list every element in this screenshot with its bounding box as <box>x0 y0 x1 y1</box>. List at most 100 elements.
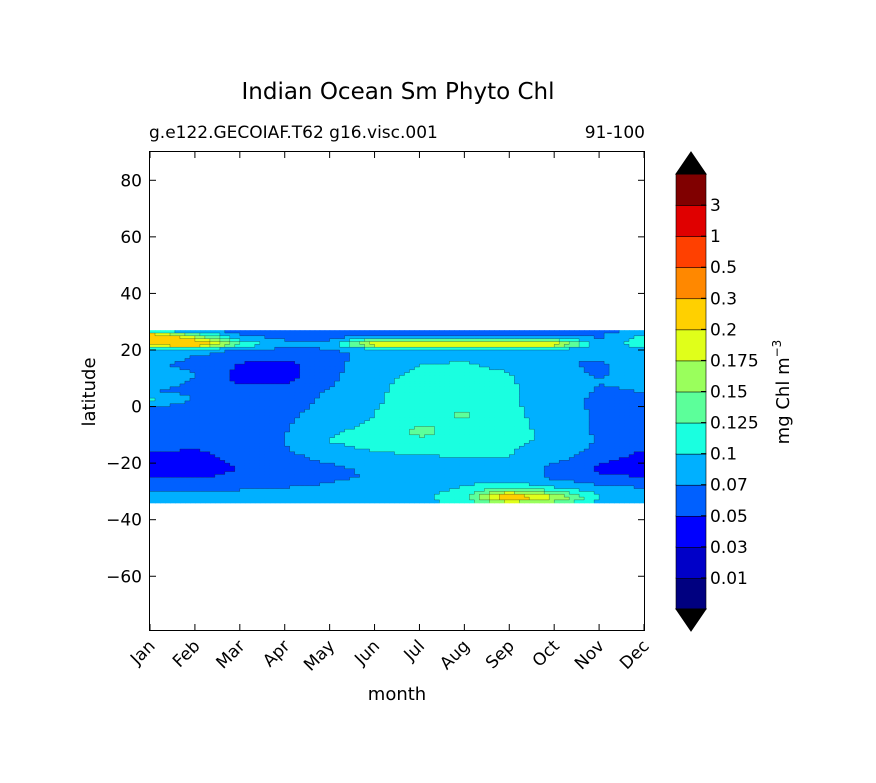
heatmap-cell <box>599 355 605 360</box>
heatmap-cell <box>414 358 421 362</box>
heatmap-cell <box>464 434 470 439</box>
heatmap-cell <box>264 347 271 351</box>
heatmap-cell <box>164 432 171 436</box>
heatmap-cell <box>304 420 311 425</box>
heatmap-cell <box>619 437 625 442</box>
heatmap-cell <box>609 386 615 391</box>
heatmap-cell <box>499 355 505 360</box>
heatmap-cell <box>419 426 426 430</box>
heatmap-cell <box>259 352 266 357</box>
heatmap-cell <box>314 463 321 467</box>
heatmap-cell <box>444 448 450 453</box>
heatmap-cell <box>199 417 206 422</box>
heatmap-cell <box>469 429 475 433</box>
heatmap-cell <box>474 437 480 442</box>
heatmap-cell <box>374 415 381 419</box>
heatmap-cell <box>244 403 251 408</box>
heatmap-cell <box>569 429 575 433</box>
heatmap-cell <box>604 440 610 444</box>
heatmap-cell <box>624 420 630 425</box>
heatmap-cell <box>299 381 306 385</box>
heatmap-cell <box>454 341 460 345</box>
heatmap-cell <box>329 344 336 348</box>
heatmap-cell <box>514 403 520 408</box>
heatmap-cell <box>304 383 311 388</box>
heatmap-cell <box>509 446 515 450</box>
heatmap-cell <box>289 417 296 422</box>
heatmap-cell <box>319 392 326 396</box>
heatmap-cell <box>434 398 441 402</box>
heatmap-cell <box>159 423 166 427</box>
heatmap-cell <box>294 465 301 470</box>
heatmap-cell <box>414 372 421 377</box>
heatmap-cell <box>629 417 635 422</box>
heatmap-cell <box>404 358 411 362</box>
heatmap-cell <box>459 375 465 379</box>
heatmap-cell <box>209 434 216 439</box>
heatmap-cell <box>589 426 595 430</box>
heatmap-cell <box>359 386 366 391</box>
heatmap-cell <box>514 415 520 419</box>
heatmap-cell <box>289 415 296 419</box>
heatmap-cell <box>444 358 450 362</box>
heatmap-cell <box>209 355 216 360</box>
heatmap-cell <box>384 364 391 368</box>
heatmap-cell <box>234 358 241 362</box>
heatmap-cell <box>549 457 555 461</box>
heatmap-cell <box>634 338 640 343</box>
heatmap-cell <box>369 347 376 351</box>
heatmap-cell <box>439 448 445 453</box>
heatmap-cell <box>329 392 336 396</box>
heatmap-cell <box>174 446 181 450</box>
heatmap-cell <box>449 440 455 444</box>
heatmap-cell <box>189 426 196 430</box>
heatmap-cell <box>324 440 331 444</box>
heatmap-cell <box>504 333 510 337</box>
heatmap-cell <box>419 417 426 422</box>
heatmap-cell <box>599 448 605 453</box>
heatmap-cell <box>254 400 261 405</box>
heatmap-cell <box>504 347 510 351</box>
heatmap-cell <box>174 415 181 419</box>
heatmap-cell <box>264 403 271 408</box>
heatmap-cell <box>389 395 396 399</box>
heatmap-cell <box>389 429 396 433</box>
heatmap-cell <box>359 412 366 416</box>
heatmap-cell <box>349 448 356 453</box>
heatmap-cell <box>234 364 241 368</box>
heatmap-cell <box>169 406 176 410</box>
heatmap-cell <box>474 389 480 394</box>
heatmap-cell <box>150 443 156 447</box>
heatmap-cell <box>394 415 401 419</box>
heatmap-cell <box>424 446 431 450</box>
heatmap-cell <box>379 383 386 388</box>
heatmap-cell <box>514 383 520 388</box>
heatmap-cell <box>624 423 630 427</box>
heatmap-cell <box>554 378 560 382</box>
heatmap-cell <box>434 415 441 419</box>
heatmap-cell <box>514 412 520 416</box>
heatmap-cell <box>629 463 635 467</box>
heatmap-cell <box>174 361 181 365</box>
heatmap-cell <box>594 406 600 410</box>
heatmap-cell <box>404 361 411 365</box>
heatmap-cell <box>334 471 341 476</box>
heatmap-cell <box>314 375 321 379</box>
heatmap-cell <box>279 341 286 345</box>
heatmap-cell <box>629 349 635 354</box>
heatmap-cell <box>154 457 161 461</box>
heatmap-cell <box>609 400 615 405</box>
heatmap-cell <box>279 446 286 450</box>
heatmap-cell <box>184 398 191 402</box>
heatmap-cell <box>224 443 231 447</box>
heatmap-cell <box>319 417 326 422</box>
heatmap-cell <box>194 463 201 467</box>
heatmap-cell <box>544 375 550 379</box>
heatmap-cell <box>519 434 525 439</box>
heatmap-cell <box>479 341 485 345</box>
heatmap-cell <box>579 381 585 385</box>
heatmap-cell <box>159 426 166 430</box>
heatmap-cell <box>299 406 306 410</box>
heatmap-cell <box>174 434 181 439</box>
heatmap-cell <box>494 440 500 444</box>
